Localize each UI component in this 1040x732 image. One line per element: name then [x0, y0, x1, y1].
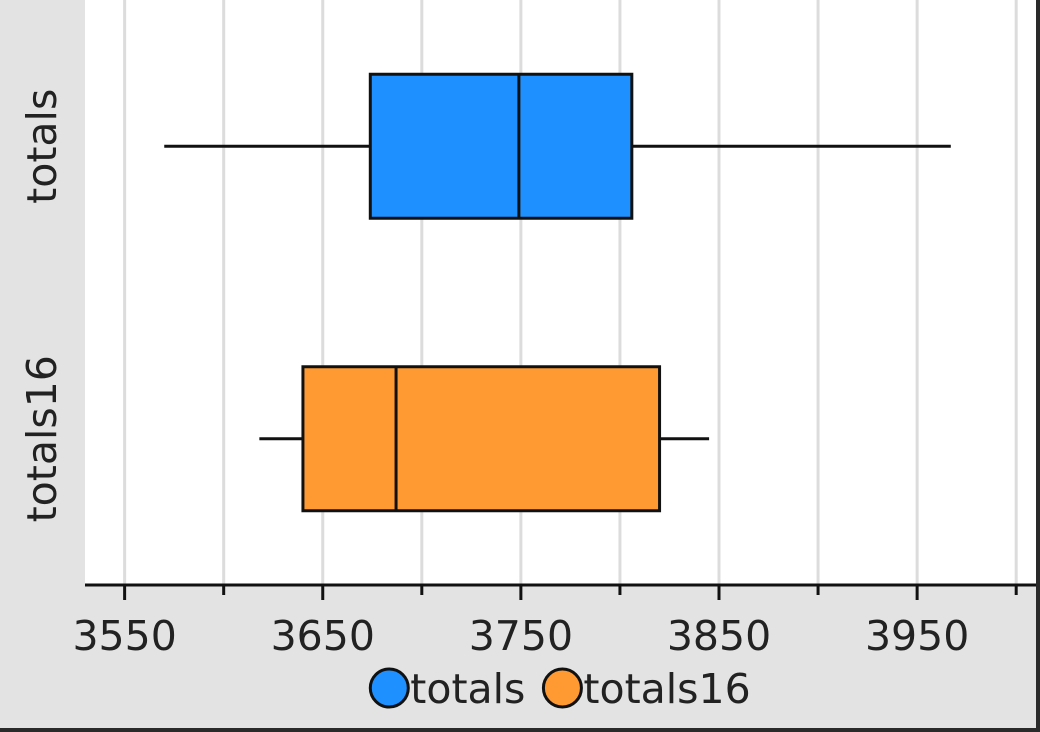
legend: totals totals16 — [368, 665, 751, 713]
x-tick-label-3550: 3550 — [72, 612, 176, 660]
x-axis-ticks: 3550 3650 3750 3850 3950 — [72, 585, 1018, 660]
category-labels: totals totals16 — [18, 89, 66, 523]
iqr-box-totals — [368, 72, 634, 220]
x-tick-label-3650: 3650 — [271, 612, 375, 660]
legend-swatch-totals — [368, 667, 410, 709]
box-totals — [164, 72, 951, 220]
boxes — [164, 72, 951, 513]
x-tick-label-3850: 3850 — [667, 612, 771, 660]
category-label-totals: totals — [18, 89, 66, 204]
category-label-totals16: totals16 — [18, 355, 66, 522]
legend-label-totals16: totals16 — [583, 665, 750, 713]
legend-swatch-totals16 — [541, 667, 583, 709]
x-tick-label-3950: 3950 — [865, 612, 969, 660]
legend-label-totals: totals — [410, 665, 525, 713]
box-totals16 — [259, 365, 710, 513]
legend-item-totals: totals — [368, 665, 525, 713]
iqr-box-totals16 — [301, 365, 662, 513]
legend-item-totals16: totals16 — [541, 665, 751, 713]
x-tick-label-3750: 3750 — [469, 612, 573, 660]
